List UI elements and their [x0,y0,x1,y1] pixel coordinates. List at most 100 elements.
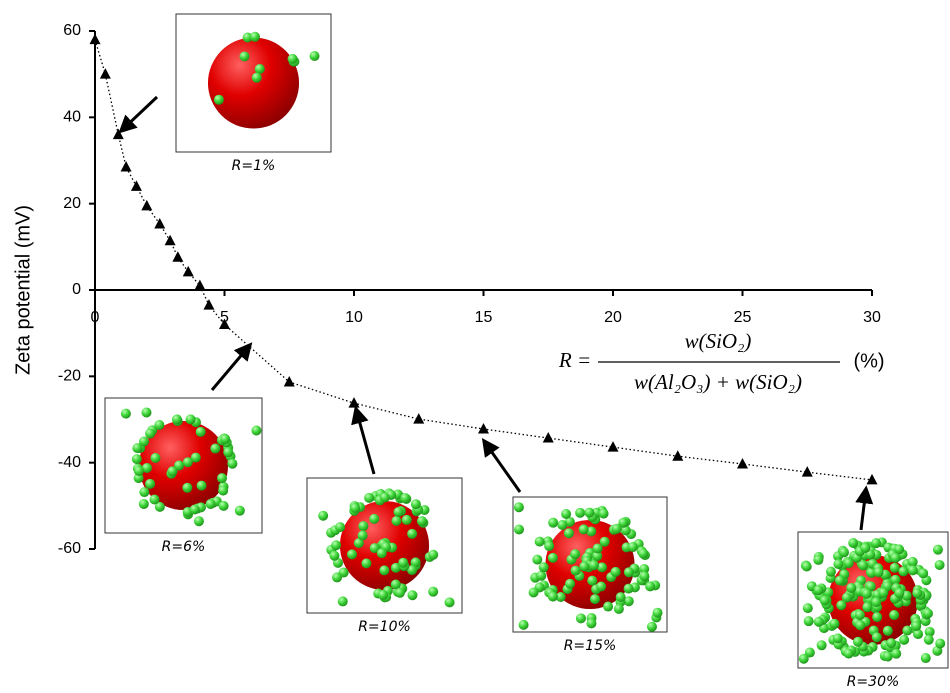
silica-particle [819,595,830,606]
marker [866,473,878,485]
formula-numerator: w(SiO₂) [685,329,752,353]
silica-particle [575,507,586,518]
silica-particle [193,516,204,527]
silica-particle [596,581,607,592]
silica-particle [410,557,421,568]
silica-particle [855,620,866,631]
silica-particle [871,597,882,608]
silica-particle [227,458,238,469]
marker [219,318,230,330]
marker [672,450,684,461]
silica-particle [547,552,558,563]
marker [348,397,360,408]
marker [130,180,142,191]
silica-particle [393,506,404,517]
silica-particle [599,536,610,547]
silica-particle [852,636,863,647]
silica-particle [652,607,663,618]
silica-particle [390,579,401,590]
x-tick-label: 20 [604,309,622,326]
silica-particle [578,524,589,535]
silica-particle [913,629,924,640]
inset [797,531,949,669]
silica-particle [618,517,629,528]
silica-particle [615,592,626,603]
silica-particle [592,551,603,562]
silica-particle [935,638,946,649]
silica-particle [891,648,902,659]
marker [194,279,206,291]
silica-particle [570,549,581,560]
silica-particle [167,466,178,477]
silica-particle [376,548,387,559]
silica-particle [862,602,873,613]
silica-particle [848,537,859,548]
marker [737,457,748,469]
silica-particle [813,585,824,596]
silica-particle [218,500,229,511]
silica-particle [858,560,869,571]
silica-particle [911,620,922,631]
silica-particle [586,526,597,537]
silica-particle [361,558,372,569]
silica-particle [217,473,228,484]
silica-particle [538,562,549,573]
silica-particle [220,434,231,445]
silica-particle [918,568,929,579]
alumina-sphere [207,37,300,129]
silica-particle [251,72,262,83]
silica-particle [353,538,364,549]
silica-particle [138,498,149,509]
silica-particle [907,556,918,567]
silica-particle [834,575,845,586]
silica-particle [196,480,207,491]
silica-particle [872,612,883,623]
silica-particle [513,502,524,513]
pointer-arrow [481,438,522,493]
silica-particle [195,426,206,437]
silica-particle [813,616,824,627]
silica-particle [410,499,421,510]
silica-particle [416,516,427,527]
silica-particle [401,514,412,525]
silica-particle [331,540,342,551]
silica-particle [871,632,882,643]
silica-particle [899,634,910,645]
silica-particle [337,596,348,607]
silica-particle [922,608,933,619]
silica-particle [120,408,131,419]
silica-particle [400,493,411,504]
silica-particle [133,465,144,476]
silica-particle [234,505,245,516]
silica-particle [645,581,656,592]
silica-particle [528,587,539,598]
silica-particle [532,554,543,565]
silica-particle [832,633,843,644]
marker [154,217,166,229]
x-tick-label: 25 [734,309,752,326]
marker [120,160,132,172]
pointer-arrow [351,405,376,475]
marker [89,33,101,45]
silica-particle [398,557,409,568]
silica-particle [379,565,390,576]
inset-label: R=10% [358,619,411,635]
pointer-arrow [855,485,874,531]
silica-particle [548,517,559,528]
silica-particle [150,452,161,463]
silica-particle [547,591,558,602]
marker [99,68,111,79]
silica-particle [141,462,152,473]
silica-particle [841,592,852,603]
silica-particle [638,548,649,559]
silica-particle [141,407,152,418]
inset [306,477,463,614]
silica-particle [514,524,525,535]
inset-label: R=6% [162,539,206,555]
silica-particle [803,616,814,627]
silica-particle [596,562,607,573]
silica-particle [563,528,574,539]
silica-particle [587,575,598,586]
silica-particle [570,565,581,576]
silica-particle [816,640,827,651]
